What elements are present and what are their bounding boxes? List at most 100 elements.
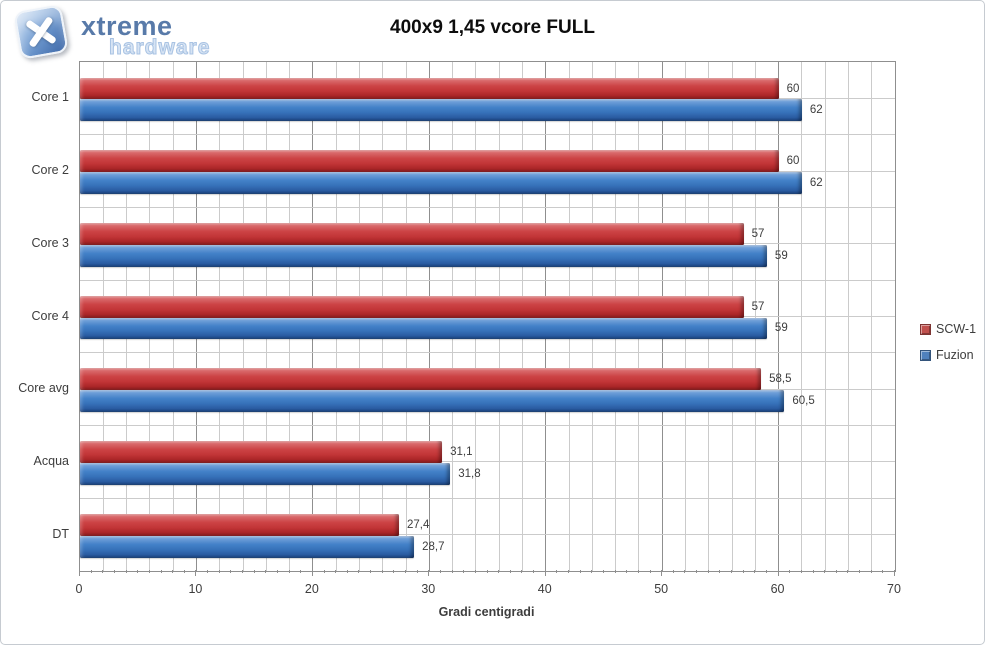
bar-fuzion-acqua [80, 463, 451, 485]
data-label: 62 [809, 177, 823, 190]
data-label: 57 [751, 227, 765, 240]
legend-item: Fuzion [920, 348, 976, 362]
bar-scw-1-core-3 [80, 223, 744, 245]
data-label: 28,7 [422, 540, 445, 553]
axis-tick [707, 570, 709, 573]
data-label: 59 [774, 249, 788, 262]
chart-title: 400x9 1,45 vcore FULL [390, 17, 595, 38]
data-label: 27,4 [407, 518, 430, 531]
axis-tick [498, 570, 500, 573]
axis-tick [835, 570, 837, 573]
category-label: Core 1 [31, 90, 69, 105]
axis-tick-label: 50 [654, 582, 669, 596]
axis-tick [474, 570, 476, 573]
axis-tick [265, 570, 267, 573]
axis-tick-label: 70 [887, 582, 901, 596]
axis-tick [370, 570, 372, 573]
axis-tick [102, 570, 104, 573]
logo-brand-top: xtreme [81, 11, 173, 41]
axis-tick [416, 570, 418, 573]
data-label: 58,5 [769, 373, 792, 386]
axis-tick [393, 570, 395, 573]
axis-tick [719, 570, 721, 573]
logo-brand-bottom: hardware [108, 36, 211, 60]
category-label: Core 2 [31, 163, 69, 178]
axis-tick [463, 570, 465, 573]
category-label: DT [52, 526, 69, 541]
gridline [80, 206, 895, 208]
axis-tick [882, 570, 884, 573]
axis-tick-label: 20 [304, 582, 319, 596]
axis-tick [847, 570, 849, 573]
axis-tick [533, 570, 535, 573]
axis-tick [300, 570, 302, 573]
gridline [80, 134, 895, 136]
data-label: 31,1 [450, 446, 473, 459]
axis-tick [253, 570, 255, 573]
x-axis-title: Gradi centigradi [438, 605, 535, 619]
axis-tick [160, 570, 162, 573]
axis-tick-label: 0 [75, 582, 83, 596]
axis-tick [242, 570, 243, 573]
axis-tick [684, 570, 686, 573]
bar-fuzion-dt [80, 535, 415, 558]
bar-scw-1-core-4 [80, 295, 744, 318]
bar-fuzion-core-4 [80, 317, 767, 340]
axis-tick [230, 570, 232, 573]
axis-tick [568, 570, 569, 573]
axis-tick [358, 570, 360, 573]
legend-swatch [920, 323, 931, 335]
axis-tick [428, 570, 430, 576]
axis-tick [451, 570, 453, 573]
axis-tick [195, 570, 197, 576]
axis-tick [544, 570, 546, 576]
data-label: 60 [786, 82, 800, 95]
gridline [80, 425, 895, 427]
legend-item: SCW-1 [920, 322, 976, 336]
axis-tick [276, 570, 278, 573]
axis-tick [335, 570, 337, 573]
gridline [80, 534, 895, 536]
axis-tick [381, 570, 383, 573]
axis-tick [614, 570, 616, 573]
axis-tick [800, 570, 802, 573]
bar-scw-1-dt [80, 513, 399, 536]
bar-fuzion-core-avg [80, 390, 785, 413]
axis-tick [90, 570, 92, 573]
bar-scw-1-core-2 [80, 150, 779, 173]
axis-tick [148, 570, 150, 573]
axis-tick [789, 570, 791, 573]
legend: SCW-1 Fuzion [920, 322, 976, 374]
axis-tick [824, 570, 826, 573]
axis-tick [172, 570, 174, 573]
category-label: Acqua [33, 453, 69, 468]
axis-tick [870, 570, 872, 573]
gridline [80, 279, 895, 281]
axis-tick [602, 570, 604, 573]
plot-area: 60 62 60 62 57 59 57 59 58,5 60,5 31,1 31,8 27,4 28,7 [79, 61, 896, 572]
axis-tick [79, 570, 80, 576]
axis-tick [754, 570, 756, 573]
gridline [80, 497, 895, 499]
bar-scw-1-acqua [80, 441, 443, 464]
legend-label: SCW-1 [936, 322, 977, 336]
axis-tick [137, 570, 139, 573]
axis-tick [218, 570, 220, 573]
axis-tick [579, 570, 581, 573]
axis-tick [556, 570, 558, 573]
axis-tick [661, 570, 663, 576]
xtreme-hardware-logo: xtreme hardware [9, 3, 239, 61]
axis-tick [311, 570, 313, 576]
axis-tick [765, 570, 767, 573]
axis-tick-label: 40 [537, 582, 552, 596]
bar-scw-1-core-avg [80, 368, 762, 391]
axis-tick [113, 570, 115, 573]
axis-tick [323, 570, 325, 573]
axis-tick [777, 570, 779, 576]
axis-tick [509, 570, 511, 573]
axis-tick [521, 570, 523, 573]
axis-tick [894, 570, 895, 576]
axis-tick [672, 570, 674, 573]
legend-label: Fuzion [936, 348, 974, 362]
